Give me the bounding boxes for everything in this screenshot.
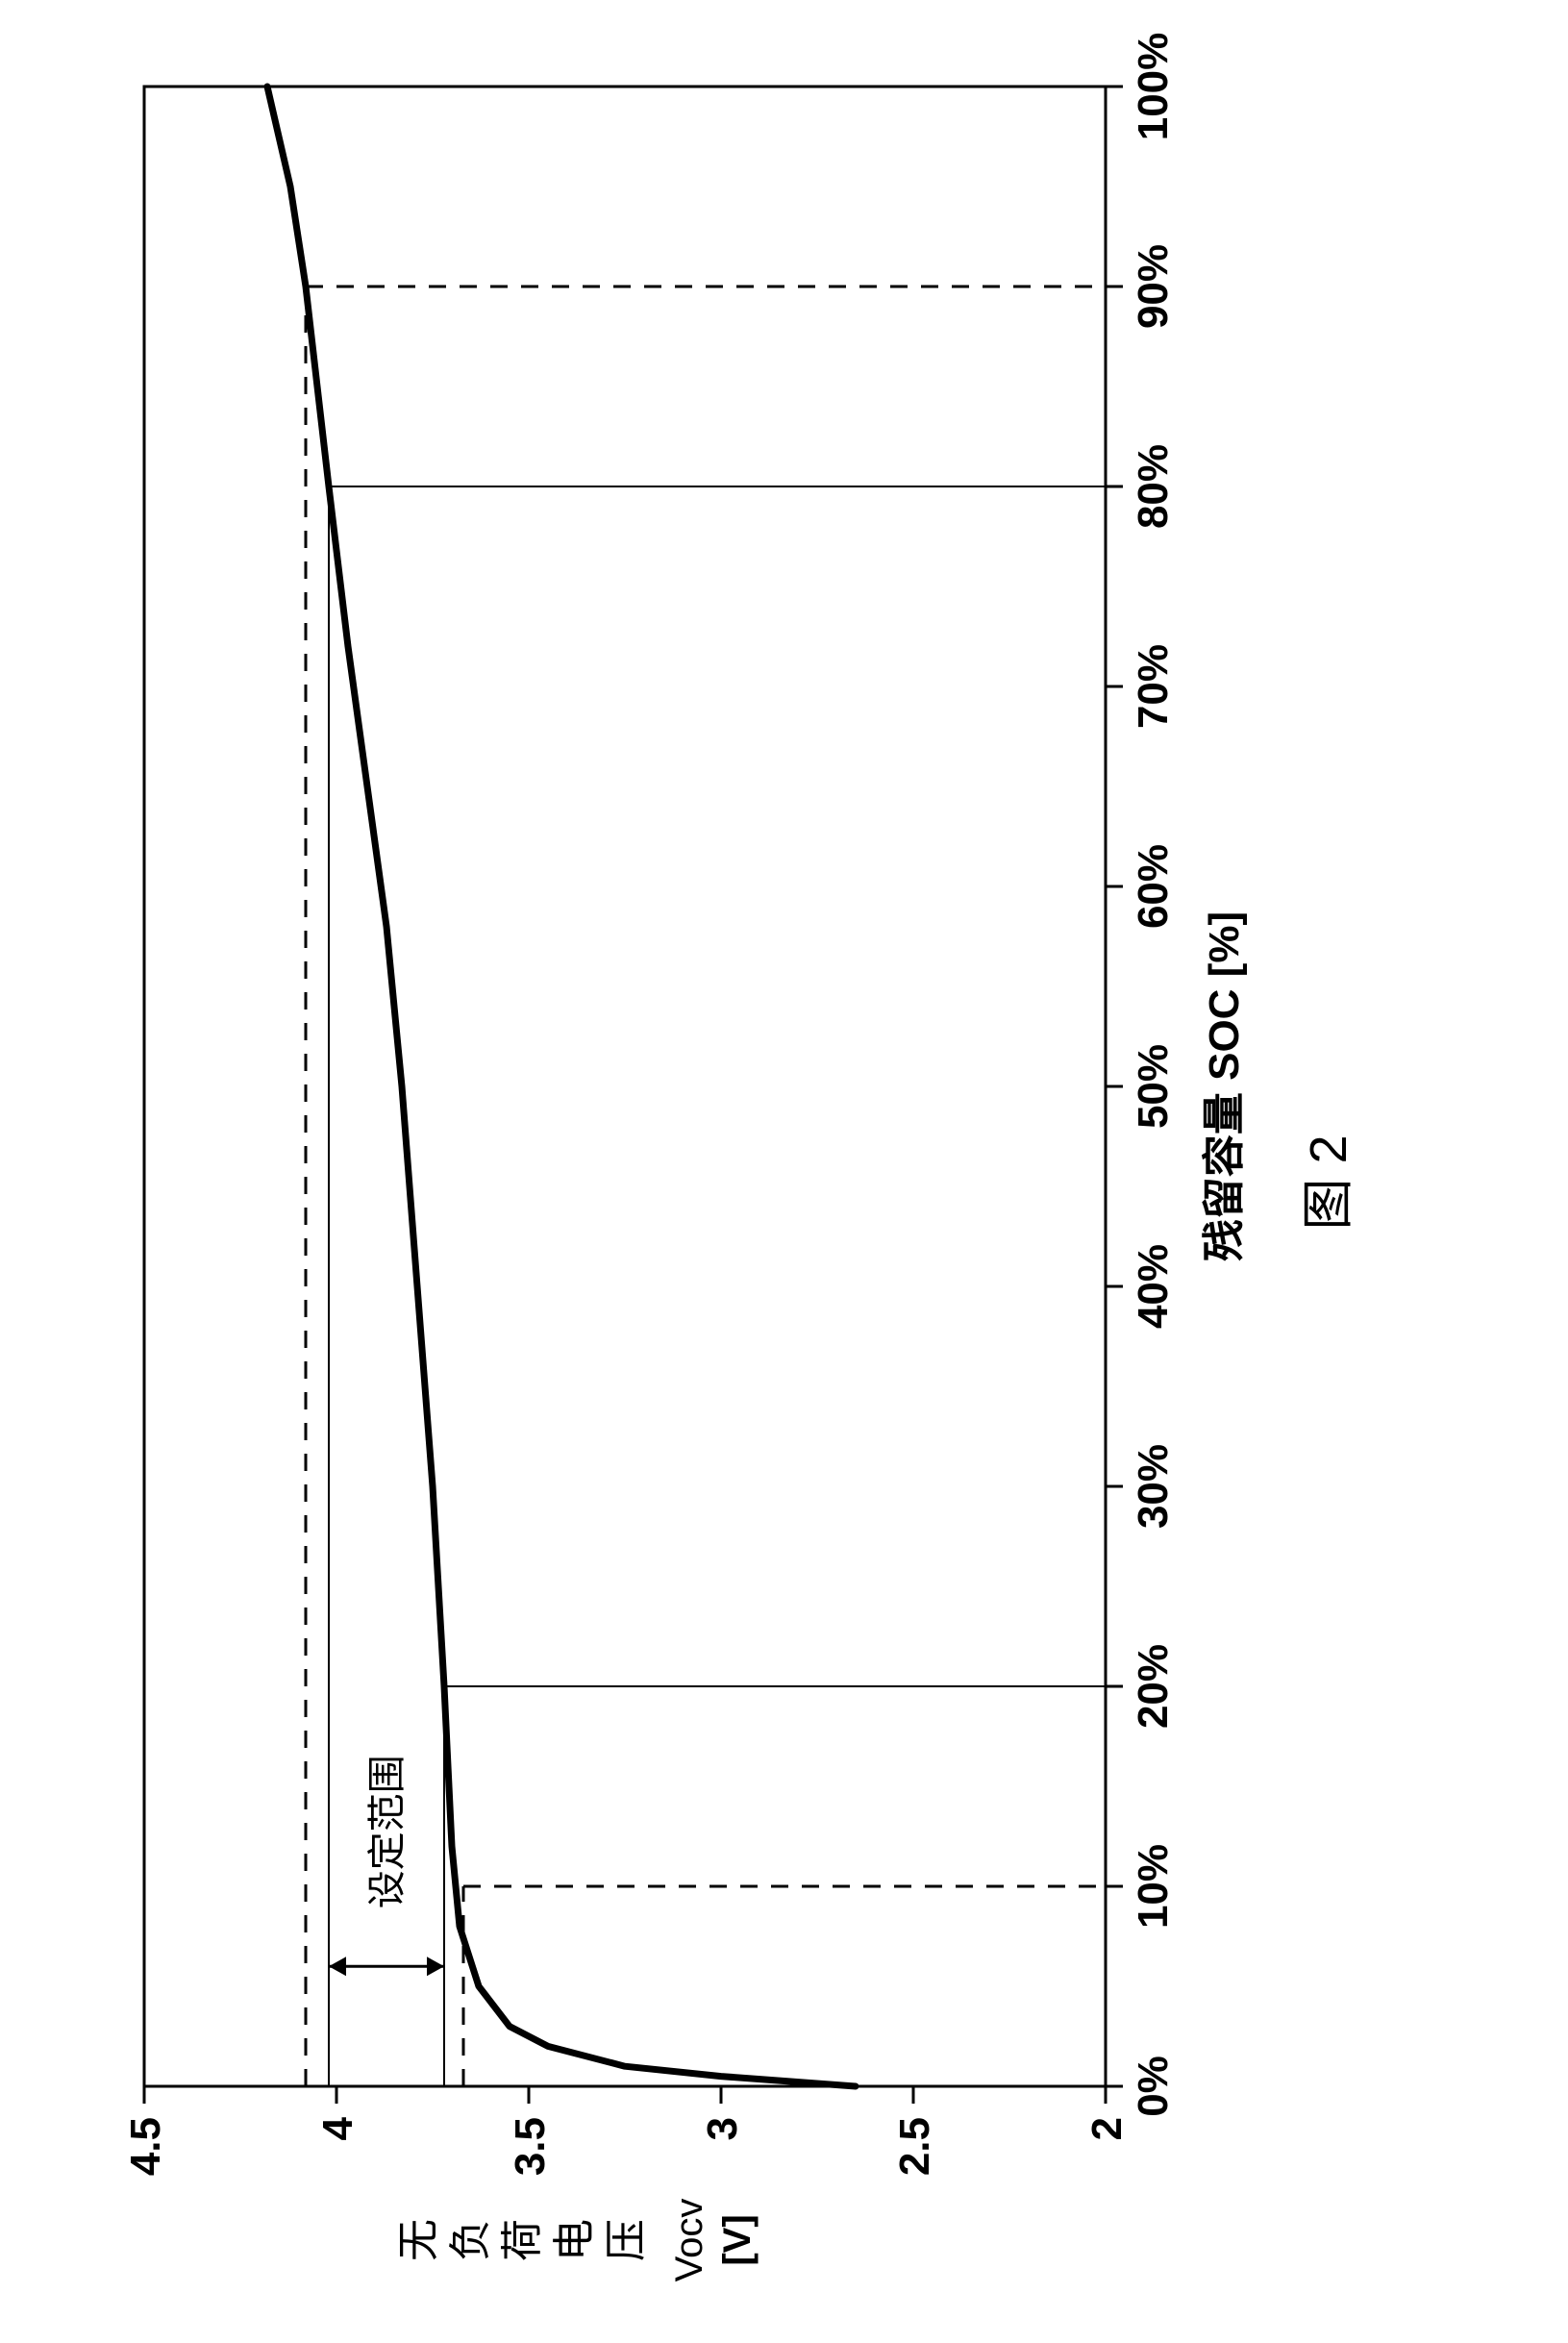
svg-text:4.5: 4.5 xyxy=(122,2117,169,2176)
svg-text:60%: 60% xyxy=(1130,844,1177,929)
svg-text:负: 负 xyxy=(447,2219,494,2261)
svg-text:2.5: 2.5 xyxy=(891,2117,938,2176)
svg-text:无: 无 xyxy=(395,2219,442,2261)
svg-text:图 2: 图 2 xyxy=(1300,1134,1357,1230)
svg-text:设定范围: 设定范围 xyxy=(366,1755,409,1908)
soc-ocv-chart: 0% 10% 20% 30% 40% 50% 60% 70% 80% 90% 100% 残留容量 SO… xyxy=(0,0,1568,2338)
svg-text:30%: 30% xyxy=(1130,1444,1177,1529)
svg-text:Vocv: Vocv xyxy=(668,2199,710,2282)
svg-text:50%: 50% xyxy=(1130,1044,1177,1129)
svg-text:80%: 80% xyxy=(1130,444,1177,529)
svg-text:40%: 40% xyxy=(1130,1244,1177,1329)
svg-text:70%: 70% xyxy=(1130,644,1177,729)
svg-text:4: 4 xyxy=(314,2116,361,2140)
svg-text:2: 2 xyxy=(1083,2117,1131,2140)
svg-text:3.5: 3.5 xyxy=(507,2117,554,2176)
svg-text:0%: 0% xyxy=(1130,2056,1177,2117)
svg-text:压: 压 xyxy=(603,2219,650,2261)
svg-text:[V]: [V] xyxy=(716,2214,759,2265)
svg-text:100%: 100% xyxy=(1130,33,1177,141)
svg-text:电: 电 xyxy=(551,2219,598,2261)
svg-text:20%: 20% xyxy=(1130,1644,1177,1729)
svg-text:荷: 荷 xyxy=(499,2219,546,2261)
svg-text:90%: 90% xyxy=(1130,244,1177,329)
svg-text:残留容量 SOC [%]: 残留容量 SOC [%] xyxy=(1201,911,1248,1261)
svg-text:10%: 10% xyxy=(1130,1844,1177,1929)
svg-text:3: 3 xyxy=(699,2117,746,2140)
